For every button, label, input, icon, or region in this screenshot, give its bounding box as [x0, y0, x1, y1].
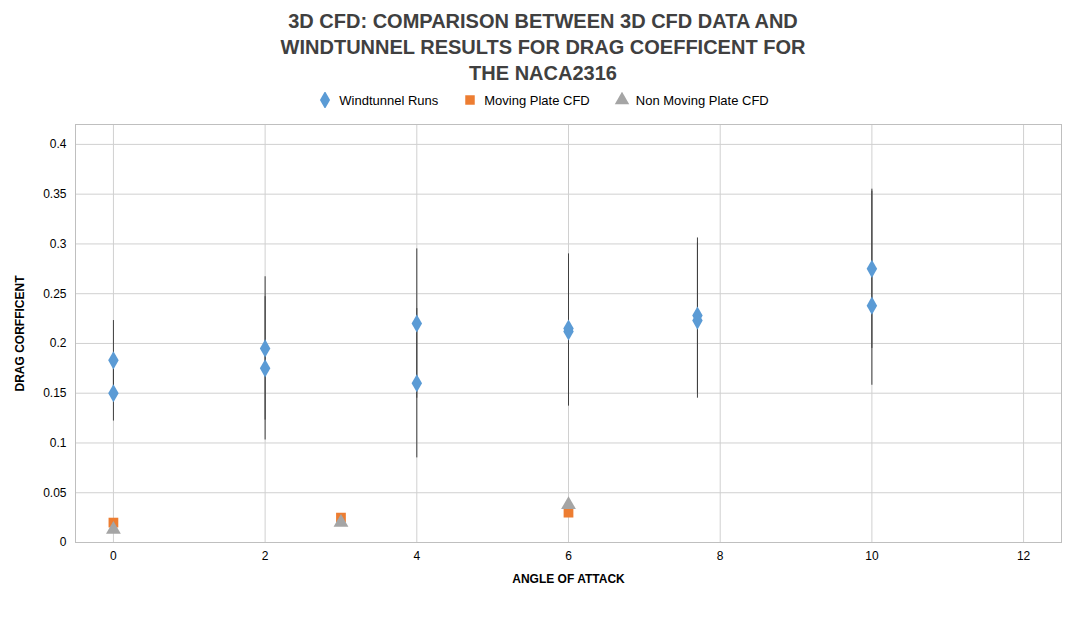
svg-text:0.1: 0.1 — [50, 436, 67, 450]
svg-text:4: 4 — [413, 549, 420, 563]
svg-text:0.05: 0.05 — [43, 486, 67, 500]
svg-text:DRAG CORFFICENT: DRAG CORFFICENT — [13, 275, 27, 392]
svg-text:12: 12 — [1017, 549, 1031, 563]
html-text:Windtunnel Runs: Windtunnel Runs — [339, 92, 439, 108]
svg-text:0.35: 0.35 — [43, 187, 67, 201]
svg-text:0.4: 0.4 — [50, 137, 67, 151]
svg-text:0.15: 0.15 — [43, 386, 67, 400]
svg-text:0: 0 — [60, 535, 67, 549]
svg-text:8: 8 — [717, 549, 724, 563]
html-text:Moving Plate CFD: Moving Plate CFD — [484, 92, 590, 108]
svg-text:10: 10 — [865, 549, 879, 563]
svg-text:0.25: 0.25 — [43, 287, 67, 301]
html-text:3D CFD: COMPARISON BETWEEN 3D: 3D CFD: COMPARISON BETWEEN 3D CFD DATA A… — [280, 10, 806, 84]
html-text:Non Moving Plate CFD: Non Moving Plate CFD — [635, 92, 769, 108]
svg-text:0: 0 — [110, 549, 117, 563]
svg-text:0.2: 0.2 — [50, 336, 67, 350]
svg-text:2: 2 — [262, 549, 269, 563]
svg-text:6: 6 — [565, 549, 572, 563]
svg-text:0.3: 0.3 — [50, 237, 67, 251]
svg-text:ANGLE OF ATTACK: ANGLE OF ATTACK — [512, 572, 625, 586]
